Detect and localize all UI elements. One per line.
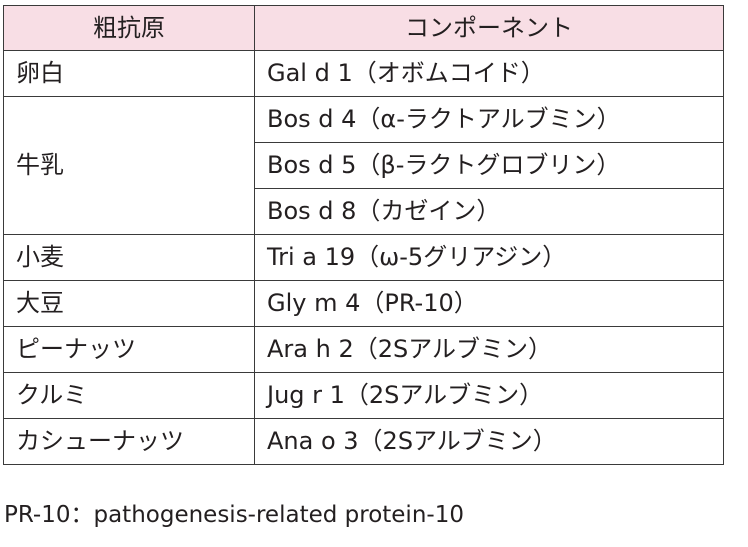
- table-header-row: 粗抗原 コンポーネント: [3, 5, 724, 51]
- table-row: Bos d 8（カゼイン）: [4, 188, 724, 235]
- source-cell: 小麦: [3, 234, 255, 281]
- component-cell: Jug r 1（2Sアルブミン）: [254, 372, 724, 419]
- component-cell: Gly m 4（PR-10）: [254, 280, 724, 327]
- source-cell: カシューナッツ: [3, 418, 255, 465]
- table-row: 卵白 Gal d 1（オボムコイド）: [3, 50, 724, 97]
- table-footnote: PR-10：pathogenesis-related protein-10: [4, 502, 464, 528]
- component-cell: Tri a 19（ω-5グリアジン）: [254, 234, 724, 281]
- component-cell: Ara h 2（2Sアルブミン）: [254, 326, 724, 373]
- component-cell: Ana o 3（2Sアルブミン）: [254, 418, 724, 465]
- component-cell: Bos d 5（β-ラクトグロブリン）: [254, 142, 724, 189]
- table-row: ピーナッツ Ara h 2（2Sアルブミン）: [3, 326, 724, 373]
- header-component: コンポーネント: [254, 5, 724, 51]
- table-row: 小麦 Tri a 19（ω-5グリアジン）: [3, 234, 724, 281]
- source-cell: 卵白: [3, 50, 255, 97]
- allergen-table: 粗抗原 コンポーネント 卵白 Gal d 1（オボムコイド） 牛乳 Bos d …: [3, 5, 724, 465]
- table-row: クルミ Jug r 1（2Sアルブミン）: [3, 372, 724, 419]
- header-crude-antigen: 粗抗原: [3, 5, 255, 51]
- table-row: カシューナッツ Ana o 3（2Sアルブミン）: [3, 418, 724, 465]
- component-cell: Bos d 8（カゼイン）: [254, 188, 724, 235]
- table-row: 牛乳 Bos d 4（α-ラクトアルブミン）: [3, 96, 724, 235]
- source-cell: ピーナッツ: [3, 326, 255, 373]
- component-cell: Gal d 1（オボムコイド）: [254, 50, 724, 97]
- component-cell: Bos d 4（α-ラクトアルブミン）: [254, 96, 724, 143]
- table-row: Bos d 5（β-ラクトグロブリン）: [4, 142, 724, 189]
- source-cell: クルミ: [3, 372, 255, 419]
- table-row: 大豆 Gly m 4（PR-10）: [3, 280, 724, 327]
- source-cell: 牛乳: [3, 96, 255, 235]
- source-cell: 大豆: [3, 280, 255, 327]
